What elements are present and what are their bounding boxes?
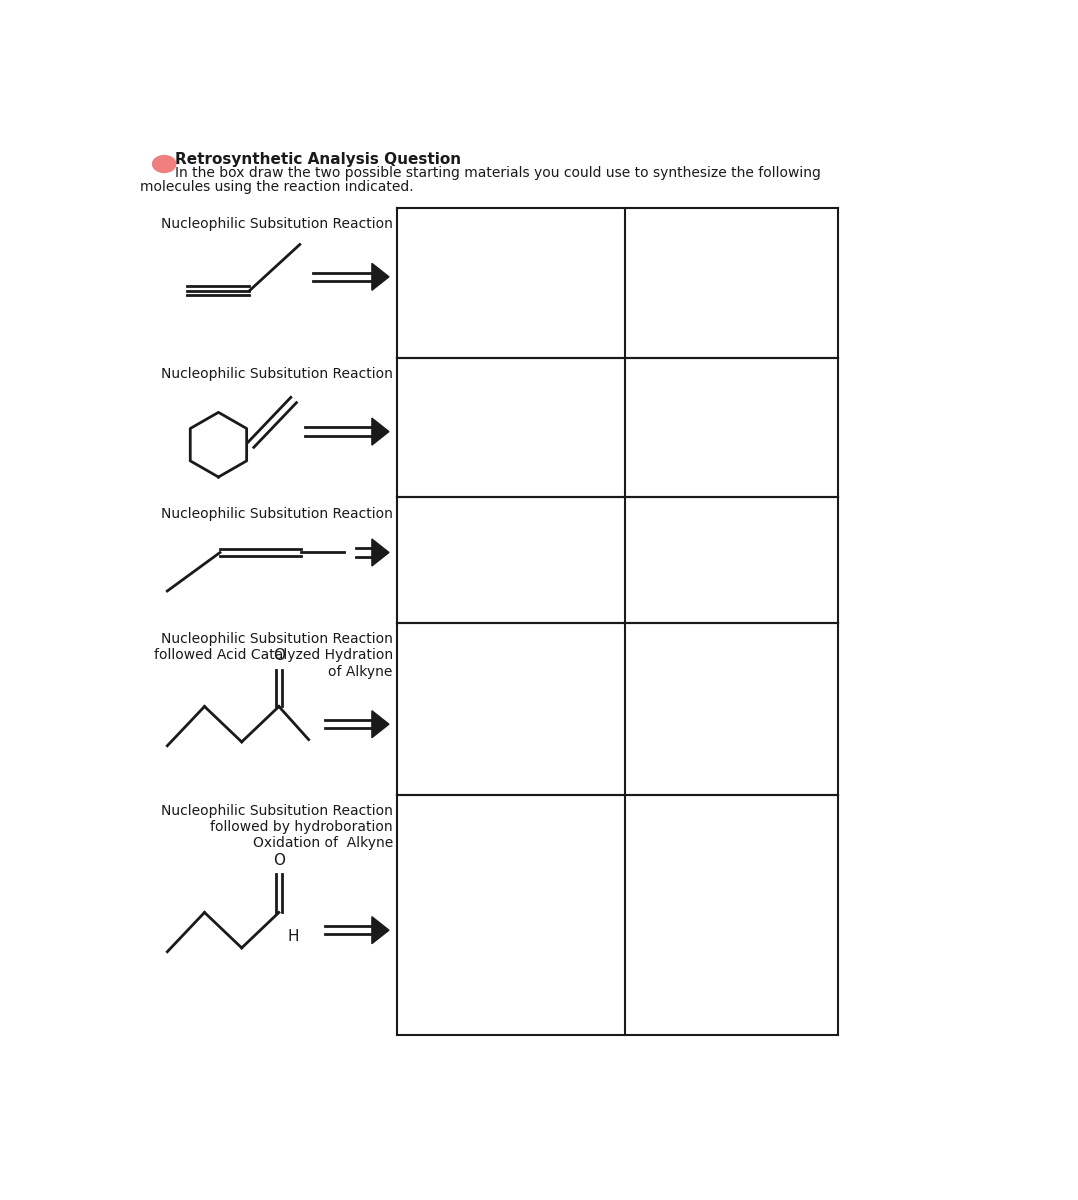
Polygon shape xyxy=(372,710,389,738)
Text: In the box draw the two possible starting materials you could use to synthesize : In the box draw the two possible startin… xyxy=(175,166,821,180)
Text: molecules using the reaction indicated.: molecules using the reaction indicated. xyxy=(140,180,414,194)
Text: Nucleophilic Subsitution Reaction: Nucleophilic Subsitution Reaction xyxy=(161,217,392,232)
Polygon shape xyxy=(372,418,389,445)
Ellipse shape xyxy=(153,156,176,173)
Text: Retrosynthetic Analysis Question: Retrosynthetic Analysis Question xyxy=(175,151,461,167)
Text: Nucleophilic Subsitution Reaction: Nucleophilic Subsitution Reaction xyxy=(161,367,392,382)
Polygon shape xyxy=(372,539,389,566)
Text: O: O xyxy=(273,853,285,868)
Text: Nucleophilic Subsitution Reaction
followed by hydroboration
Oxidation of  Alkyne: Nucleophilic Subsitution Reaction follow… xyxy=(161,804,392,851)
Text: Nucleophilic Subsitution Reaction: Nucleophilic Subsitution Reaction xyxy=(161,506,392,521)
Polygon shape xyxy=(372,263,389,290)
Polygon shape xyxy=(372,917,389,943)
Text: O: O xyxy=(273,648,285,664)
Text: H: H xyxy=(287,929,299,944)
Text: Nucleophilic Subsitution Reaction
followed Acid Catalyzed Hydration
of Alkyne: Nucleophilic Subsitution Reaction follow… xyxy=(154,632,392,678)
